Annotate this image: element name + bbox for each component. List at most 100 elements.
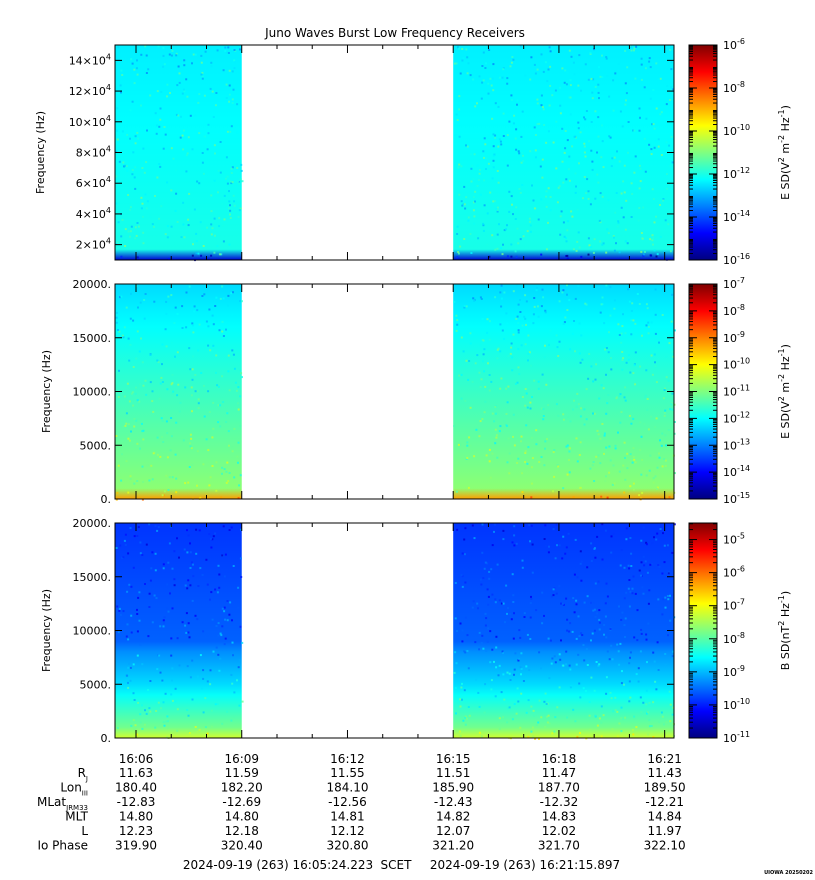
ephemeris-value: -12.69 — [222, 795, 261, 809]
ephemeris-value: 322.10 — [644, 839, 686, 853]
spectrogram-block-left — [115, 284, 242, 499]
ephemeris-value: -12.32 — [540, 795, 579, 809]
ephemeris-value: 11.97 — [647, 824, 681, 838]
colorbar-1: 10-6 10-8 10-10 10-12 10-14 10-16 E SD(V2 m-2 … — [688, 37, 792, 267]
y-tick-label: 5000. — [80, 678, 112, 691]
colorbar-tick-label: 10-6 — [723, 37, 745, 52]
spectrogram-panel-1: 2×104 4×104 6×104 8×104 10×104 12×104 14×104 Fr… — [34, 37, 792, 267]
ephemeris-value: 319.90 — [115, 839, 157, 853]
ephemeris-label: MLT — [65, 810, 88, 824]
footer: 2024-09-19 (263) 16:05:24.223 SCET 2024-09… — [183, 858, 814, 876]
ephemeris-value: 11.43 — [647, 766, 681, 780]
y-tick-label: 10000. — [73, 386, 112, 399]
ephemeris-table: 16:06 16:09 16:12 16:15 16:18 16:21 RJ 11.63 11.… — [37, 752, 686, 853]
ephemeris-value: 180.40 — [115, 781, 157, 795]
ephemeris-label: LonIII — [60, 781, 88, 798]
colorbar-tick-label: 10-13 — [723, 437, 750, 452]
y-tick-label: 20000. — [73, 278, 112, 291]
colorbar-tick-label: 10-14 — [723, 209, 750, 224]
colorbar-tick-label: 10-7 — [723, 276, 745, 291]
colorbar-2: 10-7 10-8 10-9 10-10 10-11 10-12 10-13 10-14 10-… — [688, 276, 792, 506]
colorbar-tick-label: 10-11 — [723, 384, 750, 399]
colorbar-tick-label: 10-10 — [723, 697, 750, 712]
ephemeris-value: -12.43 — [434, 795, 473, 809]
y-axis-label: Frequency (Hz) — [34, 111, 47, 194]
x-tick-label: 16:18 — [542, 752, 577, 766]
footer-tag: UIOWA 20250202 — [764, 870, 813, 876]
x-tick-label: 16:15 — [436, 752, 471, 766]
y-tick-label: 10×104 — [69, 114, 111, 129]
y-tick-label: 5000. — [80, 439, 112, 452]
ephemeris-label: MLatJRM33 — [37, 795, 88, 812]
ephemeris-value: 11.47 — [542, 766, 576, 780]
ephemeris-value: 185.90 — [432, 781, 474, 795]
ephemeris-label: RJ — [78, 766, 88, 783]
ephemeris-value: 12.07 — [436, 824, 470, 838]
y-tick-label: 15000. — [73, 332, 112, 345]
spectrogram-panel-3: 0. 5000. 10000. 15000. 20000. Frequency (Hz) 1… — [40, 517, 792, 745]
ephemeris-value: 14.80 — [119, 810, 153, 824]
y-tick-label: 8×104 — [76, 145, 111, 160]
colorbar-label: E SD(V2 m-2 Hz-1) — [777, 105, 792, 200]
spectrogram-block-right — [453, 45, 674, 260]
colorbar-tick-label: 10-7 — [723, 598, 745, 613]
y-tick-label: 4×104 — [76, 206, 111, 221]
spectrogram-block-right — [453, 284, 674, 499]
y-tick-label: 10000. — [73, 625, 112, 638]
ephemeris-value: 12.02 — [542, 824, 576, 838]
y-axis-label: Frequency (Hz) — [40, 589, 53, 672]
ephemeris-value: 14.82 — [436, 810, 470, 824]
spectrogram-block-left — [115, 523, 242, 738]
colorbar-tick-label: 10-10 — [723, 357, 750, 372]
colorbar-tick-label: 10-15 — [723, 491, 750, 506]
y-tick-label: 0. — [101, 493, 112, 506]
chart-title: Juno Waves Burst Low Frequency Receivers — [264, 26, 525, 40]
colorbar-tick-label: 10-6 — [723, 565, 745, 580]
colorbar-label: E SD(V2 m-2 Hz-1) — [777, 344, 792, 439]
spectrogram-noise — [115, 45, 674, 262]
ephemeris-value: 321.20 — [432, 839, 474, 853]
ephemeris-value: 12.12 — [330, 824, 364, 838]
colorbar-label: B SD(nT2 Hz-1) — [777, 591, 792, 670]
ephemeris-value: 11.55 — [330, 766, 364, 780]
colorbar-tick-label: 10-8 — [723, 631, 745, 646]
spectrogram-noise — [115, 284, 676, 501]
colorbar-tick-label: 10-8 — [723, 80, 745, 95]
ephemeris-value: 12.23 — [119, 824, 153, 838]
colorbar-tick-label: 10-14 — [723, 464, 750, 479]
footer-scet: SCET — [381, 858, 413, 872]
ephemeris-value: -12.56 — [328, 795, 367, 809]
x-tick-label: 16:21 — [647, 752, 682, 766]
ephemeris-value: 12.18 — [225, 824, 259, 838]
ephemeris-label: Io Phase — [37, 839, 88, 853]
colorbar-tick-label: 10-12 — [723, 410, 750, 425]
colorbar-tick-label: 10-12 — [723, 166, 750, 181]
ephemeris-value: 320.40 — [221, 839, 263, 853]
ephemeris-value: 11.59 — [225, 766, 259, 780]
colorbar-tick-label: 10-9 — [723, 664, 745, 679]
x-tick-label: 16:12 — [330, 752, 365, 766]
ephemeris-value: 321.70 — [538, 839, 580, 853]
colorbar-tick-label: 10-9 — [723, 330, 745, 345]
colorbar-3: 10-5 10-6 10-7 10-8 10-9 10-10 10-11 B SD(nT2 H… — [688, 522, 792, 745]
ephemeris-value: 14.83 — [542, 810, 576, 824]
spectrogram-block-left — [115, 45, 242, 260]
ephemeris-value: -12.21 — [645, 795, 684, 809]
ephemeris-value: 11.51 — [436, 766, 470, 780]
x-tick-label: 16:09 — [224, 752, 259, 766]
spectrogram-panels: 2×104 4×104 6×104 8×104 10×104 12×104 14×104 Fr… — [34, 37, 792, 745]
footer-end-time: 2024-09-19 (263) 16:21:15.897 — [430, 858, 620, 872]
ephemeris-value: 189.50 — [644, 781, 686, 795]
colorbar-tick-label: 10-10 — [723, 123, 750, 138]
y-tick-label: 12×104 — [69, 83, 111, 98]
y-tick-label: 2×104 — [76, 237, 111, 252]
y-tick-label: 6×104 — [76, 175, 111, 190]
colorbar-tick-label: 10-16 — [723, 252, 750, 267]
spectrogram-panel-2: 0. 5000. 10000. 15000. 20000. Frequency (Hz) 1… — [40, 276, 792, 506]
y-axis-label: Frequency (Hz) — [40, 350, 53, 433]
y-tick-label: 0. — [101, 732, 112, 745]
y-tick-label: 20000. — [73, 517, 112, 530]
ephemeris-value: 182.20 — [221, 781, 263, 795]
ephemeris-value: 14.81 — [330, 810, 364, 824]
